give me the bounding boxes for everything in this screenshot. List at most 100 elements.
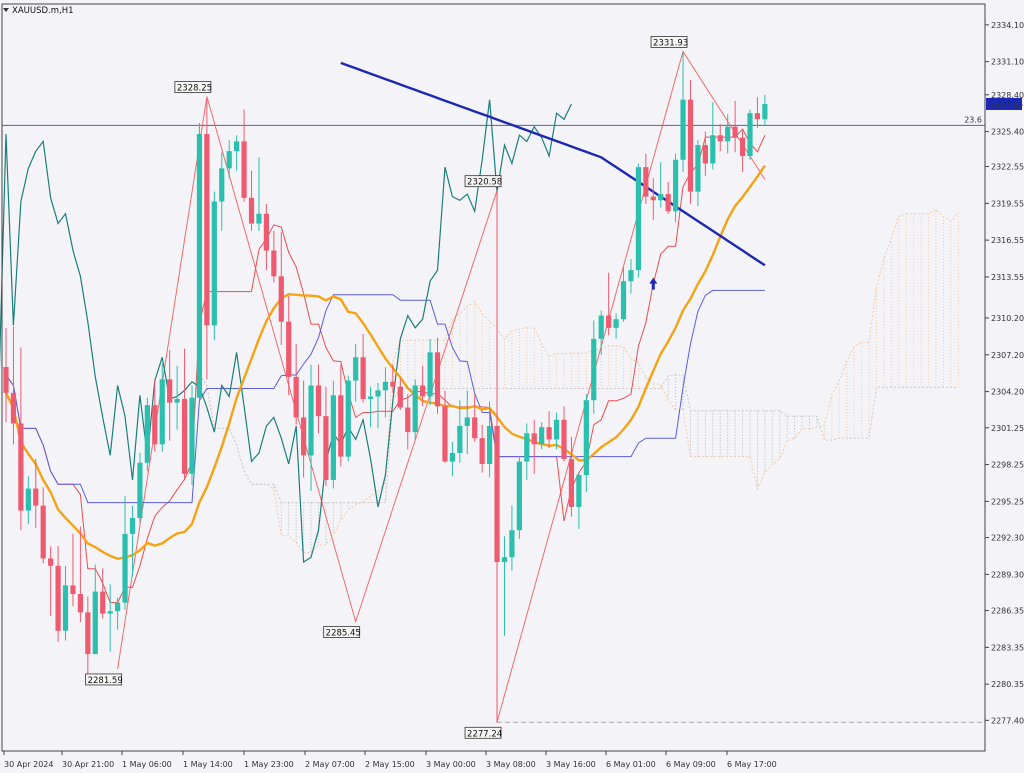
candle-bull xyxy=(628,270,634,282)
x-tick-label: 3 May 08:00 xyxy=(486,760,536,769)
candle-bull xyxy=(501,557,508,563)
candle-bull xyxy=(107,611,113,614)
zigzag-price-labels: 2281.59 2328.25 2285.45 2320.58 2277.24 2331.… xyxy=(85,36,688,739)
y-tick-label: 2325.40 xyxy=(991,128,1024,137)
y-tick-label: 2301.25 xyxy=(991,424,1024,433)
candle-bear xyxy=(181,398,188,474)
candle-bear xyxy=(472,417,478,439)
candle-bear xyxy=(717,135,723,142)
candle-bull xyxy=(196,134,203,398)
candle-bull xyxy=(487,425,493,464)
buy-arrow-icon xyxy=(649,277,658,290)
y-tick-label: 2334.10 xyxy=(991,21,1024,30)
candle-bull xyxy=(620,281,627,320)
y-tick-label: 2310.20 xyxy=(991,314,1024,323)
candle-bull xyxy=(516,461,522,531)
candle-bull xyxy=(159,379,165,445)
senkou-span-a xyxy=(198,209,959,554)
candle-bull xyxy=(695,145,701,192)
candle-bull xyxy=(635,167,641,271)
moving-average-slow xyxy=(340,61,766,267)
candle-bull xyxy=(189,397,195,474)
label-text: 2277.24 xyxy=(467,729,502,739)
ichimoku-cloud xyxy=(198,209,959,554)
label-text: 2285.45 xyxy=(326,629,361,639)
candle-bull xyxy=(524,433,530,462)
y-tick-label: 2313.55 xyxy=(991,273,1024,282)
candle-bull xyxy=(710,135,716,164)
zigzag-line xyxy=(117,50,766,723)
y-tick-label: 2298.25 xyxy=(991,461,1024,470)
candle-bull xyxy=(211,201,217,326)
candle-bull xyxy=(464,417,470,426)
candle-bear xyxy=(606,315,612,328)
zigzag-price-label: 2285.45 xyxy=(323,626,361,639)
x-tick-label: 6 May 17:00 xyxy=(727,760,777,769)
x-tick-label: 2 May 15:00 xyxy=(365,760,415,769)
candle-bull xyxy=(747,113,753,157)
candle-bull xyxy=(367,396,374,399)
candle-bear xyxy=(77,593,83,613)
price-axis: 2334.10 2331.10 2328.40 2325.40 2322.55 2319.… xyxy=(985,21,1024,725)
candle-bear xyxy=(434,352,441,407)
candle-bear xyxy=(70,585,76,594)
candle-bull xyxy=(122,533,128,603)
candle-bear xyxy=(568,459,575,507)
y-tick-label: 2280.35 xyxy=(991,680,1024,689)
y-tick-label: 2322.55 xyxy=(991,163,1024,172)
current-price-tag: 2327.65 xyxy=(986,97,1023,110)
chikou-line xyxy=(0,99,572,564)
candle-bear xyxy=(3,367,9,393)
candle-bear xyxy=(665,194,671,212)
candle-bull xyxy=(129,517,136,534)
y-tick-label: 2331.10 xyxy=(991,58,1024,67)
candle-bull xyxy=(539,427,545,445)
candle-bull xyxy=(553,419,560,440)
candle-bull xyxy=(613,319,619,328)
zigzag-price-label: 2328.25 xyxy=(174,81,212,94)
zigzag-price-label: 2281.59 xyxy=(85,673,123,686)
candle-bear xyxy=(18,423,24,511)
candle-bear xyxy=(10,392,17,424)
candle-bear xyxy=(152,405,158,445)
candle-bear xyxy=(479,438,485,464)
candle-bull xyxy=(353,357,359,381)
candle-bear xyxy=(732,126,738,138)
candle-bull xyxy=(509,530,515,558)
label-text: 2331.93 xyxy=(653,38,688,48)
candle-bull xyxy=(375,390,381,397)
label-box xyxy=(174,81,212,94)
candle-bear xyxy=(263,213,269,251)
candle-bear xyxy=(315,385,322,417)
candle-bear xyxy=(167,379,173,403)
candle-bull xyxy=(725,126,731,142)
x-tick-label: 1 May 06:00 xyxy=(122,760,172,769)
candle-bear xyxy=(397,386,403,408)
candle-bear xyxy=(754,113,761,120)
candle-bull xyxy=(174,398,180,403)
candle-bear xyxy=(271,250,277,277)
y-tick-label: 2304.20 xyxy=(991,388,1024,397)
zigzag-price-label: 2277.24 xyxy=(464,726,502,739)
candle-bull xyxy=(680,99,686,160)
signal-arrow xyxy=(649,277,658,290)
current-price-box xyxy=(986,97,1022,110)
candle-bull xyxy=(382,381,389,391)
indicator-lines xyxy=(0,61,766,604)
label-box xyxy=(85,673,122,686)
candle-bull xyxy=(762,103,768,120)
candle-bull xyxy=(234,141,240,152)
candle-bull xyxy=(598,315,604,339)
chart-header: XAUUSD.m,H1 xyxy=(3,6,74,16)
candle-bull xyxy=(115,602,121,612)
candle-bear xyxy=(420,385,426,397)
candle-bull xyxy=(427,352,433,397)
candle-bull xyxy=(457,425,463,453)
candle-bear xyxy=(293,376,299,418)
candle-bull xyxy=(144,405,150,463)
candle-bull xyxy=(92,591,98,655)
candle-bear xyxy=(702,145,708,164)
y-tick-label: 2295.25 xyxy=(991,497,1024,506)
